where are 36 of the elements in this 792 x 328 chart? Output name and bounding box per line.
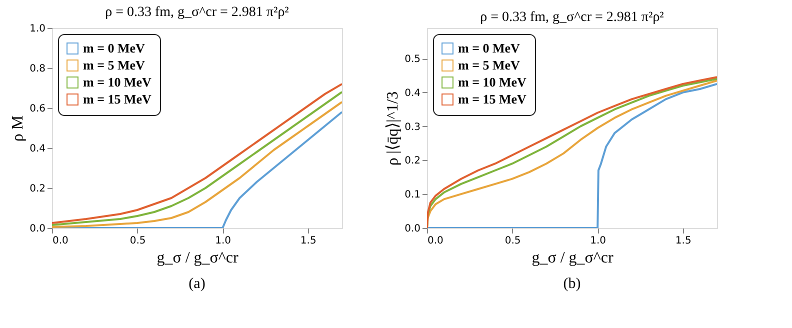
y-tick-label: 0.2 (404, 156, 420, 167)
legend-label: m = 0 MeV (83, 40, 146, 56)
legend-label: m = 5 MeV (83, 58, 146, 72)
x-tick-label: 0.0 (428, 236, 444, 246)
chart-title: ρ = 0.33 fm, g_σ^cr = 2.981 π²ρ² (105, 5, 289, 20)
text: (b) (563, 276, 581, 292)
y-tick-label: 0.2 (30, 184, 46, 194)
y-tick-label: 0.4 (30, 144, 46, 154)
x-tick-label: 0.0 (52, 236, 68, 246)
y-tick-label: 0.8 (30, 64, 46, 74)
y-tick-label: 0.1 (404, 190, 420, 201)
x-axis-title: g_σ / g_σ^cr (532, 250, 614, 266)
y-tick-label: 0.6 (30, 104, 46, 114)
y-axis-title: ρ |⟨q̄q⟩|^1/3 (384, 91, 402, 166)
y-tick-label: 0.5 (404, 54, 420, 66)
x-tick-label: 0.5 (130, 236, 146, 246)
x-tick-label: 1.0 (590, 236, 606, 246)
y-axis-title: ρ M (10, 115, 27, 142)
y-tick-label: 0.4 (404, 88, 420, 99)
x-tick-label: 0.5 (504, 236, 521, 246)
legend-label: m = 15 MeV (83, 92, 152, 106)
x-tick-label: 1.5 (300, 236, 316, 246)
legend-label: m = 10 MeV (458, 74, 528, 90)
chart-title: ρ = 0.33 fm, g_σ^cr = 2.981 π²ρ² (480, 10, 664, 25)
legend-label: m = 5 MeV (458, 58, 521, 72)
y-tick-label: 0.3 (404, 122, 420, 133)
legend-label: m = 10 MeV (83, 74, 152, 90)
legend-label: m = 15 MeV (458, 92, 528, 106)
x-axis-title: g_σ / g_σ^cr (156, 250, 239, 266)
text: (a) (188, 276, 206, 292)
y-tick-label: 0.0 (30, 224, 46, 234)
legend-label: m = 0 MeV (458, 40, 521, 56)
x-tick-label: 1.5 (675, 236, 692, 246)
y-tick-label: 0.0 (404, 224, 420, 234)
y-tick-label: 1.0 (30, 24, 46, 34)
x-tick-label: 1.0 (215, 236, 232, 246)
